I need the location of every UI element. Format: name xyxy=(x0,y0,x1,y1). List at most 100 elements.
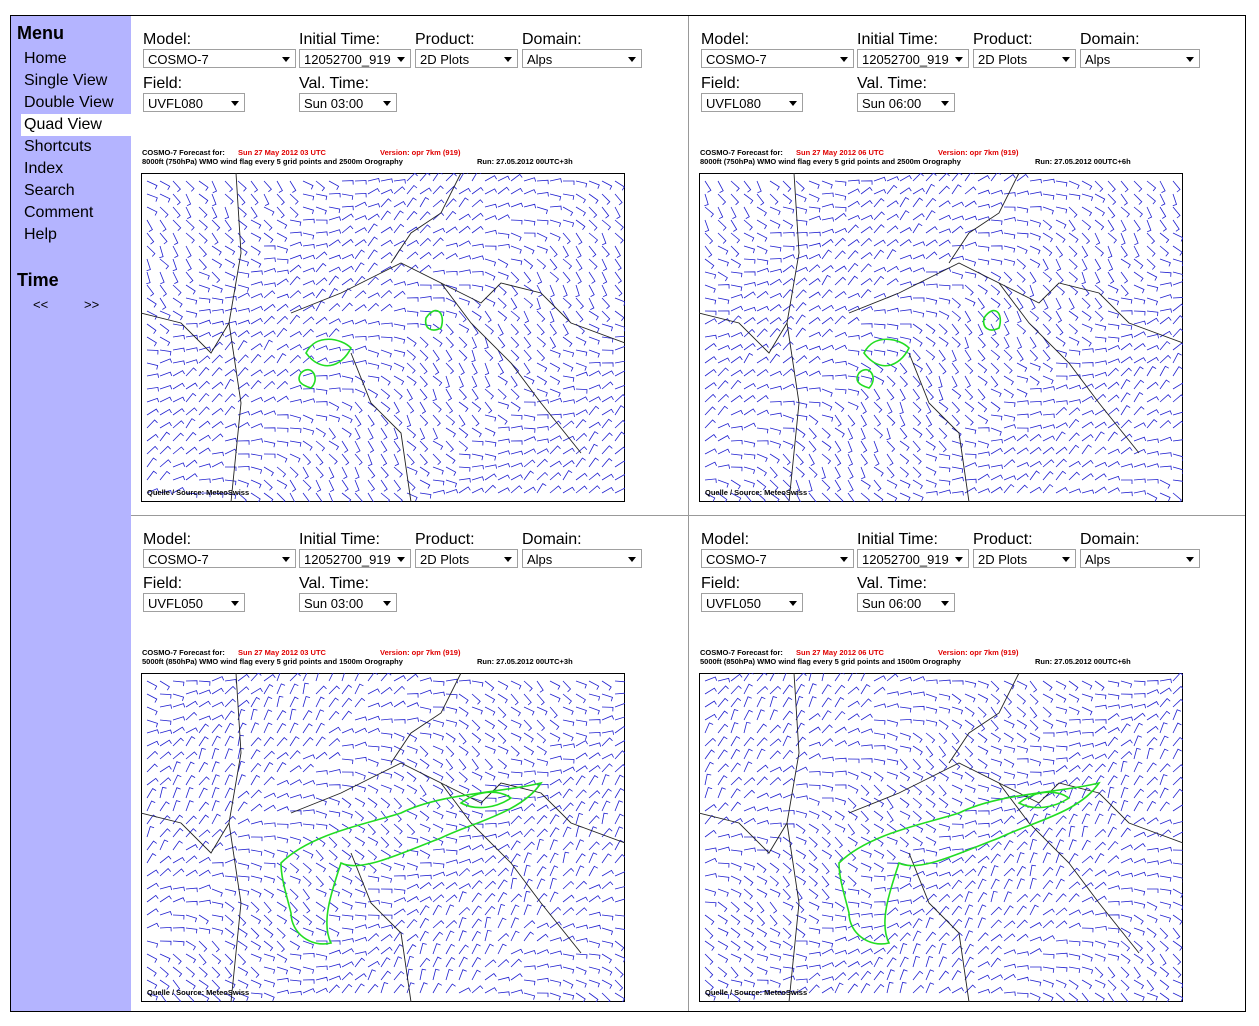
menu-item[interactable]: Search xyxy=(24,182,75,199)
wind-barb xyxy=(886,849,896,861)
wind-barb xyxy=(795,386,808,392)
wind-barb xyxy=(406,466,418,476)
dropdown[interactable]: 12052700_919 xyxy=(857,49,969,68)
wind-barb xyxy=(834,949,848,955)
wind-barb xyxy=(315,466,324,479)
dropdown[interactable]: Alps xyxy=(1080,549,1200,568)
wind-barb xyxy=(925,693,937,702)
wind-barb xyxy=(743,696,752,708)
dropdown[interactable]: Sun 06:00 xyxy=(857,93,955,112)
wind-barb xyxy=(523,362,531,375)
field-label: Model: xyxy=(143,31,192,48)
dropdown[interactable]: 12052700_919 xyxy=(299,49,411,68)
field-label: Val. Time: xyxy=(857,75,927,92)
menu-item[interactable]: Comment xyxy=(24,204,94,221)
wind-barb xyxy=(536,693,545,706)
dropdown[interactable]: UVFL080 xyxy=(701,93,803,112)
wind-barb xyxy=(860,332,874,338)
dropdown[interactable]: COSMO-7 xyxy=(143,49,296,68)
wind-barb xyxy=(964,930,974,942)
menu-item[interactable]: Single View xyxy=(24,72,108,89)
wind-barb xyxy=(847,262,859,273)
dropdown[interactable]: Alps xyxy=(1080,49,1200,68)
wind-barb xyxy=(886,375,896,387)
menu-item[interactable]: Quad View xyxy=(21,114,131,136)
wind-barb xyxy=(354,924,368,929)
nav-forward[interactable]: >> xyxy=(84,297,100,312)
menu-item[interactable]: Help xyxy=(24,226,57,243)
wind-barb xyxy=(834,726,847,734)
wind-barb xyxy=(1107,693,1120,700)
wind-barb xyxy=(873,211,885,221)
wind-barb xyxy=(146,470,158,481)
wind-barb xyxy=(1003,878,1013,890)
wind-barb xyxy=(756,990,769,995)
wind-barb xyxy=(198,492,211,498)
dropdown[interactable]: UVFL050 xyxy=(143,593,245,612)
wind-barb xyxy=(1120,419,1132,429)
wind-barb xyxy=(250,673,262,682)
wind-barb xyxy=(964,820,978,825)
wind-barb xyxy=(1055,323,1064,336)
dropdown[interactable]: Sun 06:00 xyxy=(857,593,955,612)
menu-item[interactable]: Home xyxy=(24,50,67,67)
wind-barb xyxy=(782,383,795,390)
wind-barb xyxy=(549,349,561,358)
wind-barb xyxy=(743,992,756,1000)
nav-back[interactable]: << xyxy=(33,297,49,312)
wind-barb xyxy=(1094,206,1105,217)
wind-barb xyxy=(276,695,284,708)
wind-barb xyxy=(497,487,510,494)
wind-barb xyxy=(354,319,368,325)
wind-barb xyxy=(471,693,481,705)
dropdown[interactable]: 12052700_919 xyxy=(857,549,969,568)
wind-barb xyxy=(860,758,873,763)
field-label: Product: xyxy=(973,31,1033,48)
dropdown[interactable]: Alps xyxy=(522,549,642,568)
dropdown[interactable]: COSMO-7 xyxy=(701,549,854,568)
wind-barb xyxy=(172,897,186,903)
dropdown[interactable]: 2D Plots xyxy=(415,49,518,68)
menu-item[interactable]: Double View xyxy=(24,94,114,111)
wind-barb xyxy=(562,841,574,851)
menu-item[interactable]: Index xyxy=(24,160,64,177)
menu-item[interactable]: Shortcuts xyxy=(24,138,92,155)
wind-barb xyxy=(471,905,482,916)
wind-barb xyxy=(380,957,391,968)
wind-barb xyxy=(1016,919,1028,929)
wind-barb xyxy=(211,748,220,760)
dropdown[interactable]: COSMO-7 xyxy=(701,49,854,68)
dropdown[interactable]: 2D Plots xyxy=(415,549,518,568)
wind-barb xyxy=(717,846,731,852)
wind-barb xyxy=(471,323,479,336)
wind-barb xyxy=(834,901,845,912)
wind-barb xyxy=(1120,979,1130,991)
dropdown[interactable]: UVFL080 xyxy=(143,93,245,112)
dropdown[interactable]: 12052700_919 xyxy=(299,549,411,568)
wind-barb xyxy=(432,871,446,877)
wind-barb xyxy=(328,318,341,325)
dropdown[interactable]: Sun 03:00 xyxy=(299,593,397,612)
wind-barb xyxy=(717,723,729,734)
dropdown[interactable]: COSMO-7 xyxy=(143,549,296,568)
wind-barb xyxy=(380,771,393,779)
wind-barb xyxy=(1068,881,1081,890)
dropdown[interactable]: Sun 03:00 xyxy=(299,93,397,112)
wind-barb xyxy=(795,783,808,788)
dropdown[interactable]: Alps xyxy=(522,49,642,68)
wind-barb xyxy=(1146,271,1158,281)
wind-barb xyxy=(977,784,990,792)
dropdown[interactable]: UVFL050 xyxy=(701,593,803,612)
wind-barb xyxy=(1003,459,1016,468)
wind-barb xyxy=(951,957,963,968)
wind-barb xyxy=(717,763,729,773)
wind-barb xyxy=(432,237,444,247)
wind-barb xyxy=(1094,232,1101,246)
wind-barb xyxy=(964,375,971,388)
wind-barb xyxy=(458,197,469,208)
dropdown[interactable]: 2D Plots xyxy=(973,549,1076,568)
wind-barb xyxy=(1172,411,1183,416)
wind-barb xyxy=(393,281,407,286)
wind-barb xyxy=(276,293,290,299)
dropdown[interactable]: 2D Plots xyxy=(973,49,1076,68)
